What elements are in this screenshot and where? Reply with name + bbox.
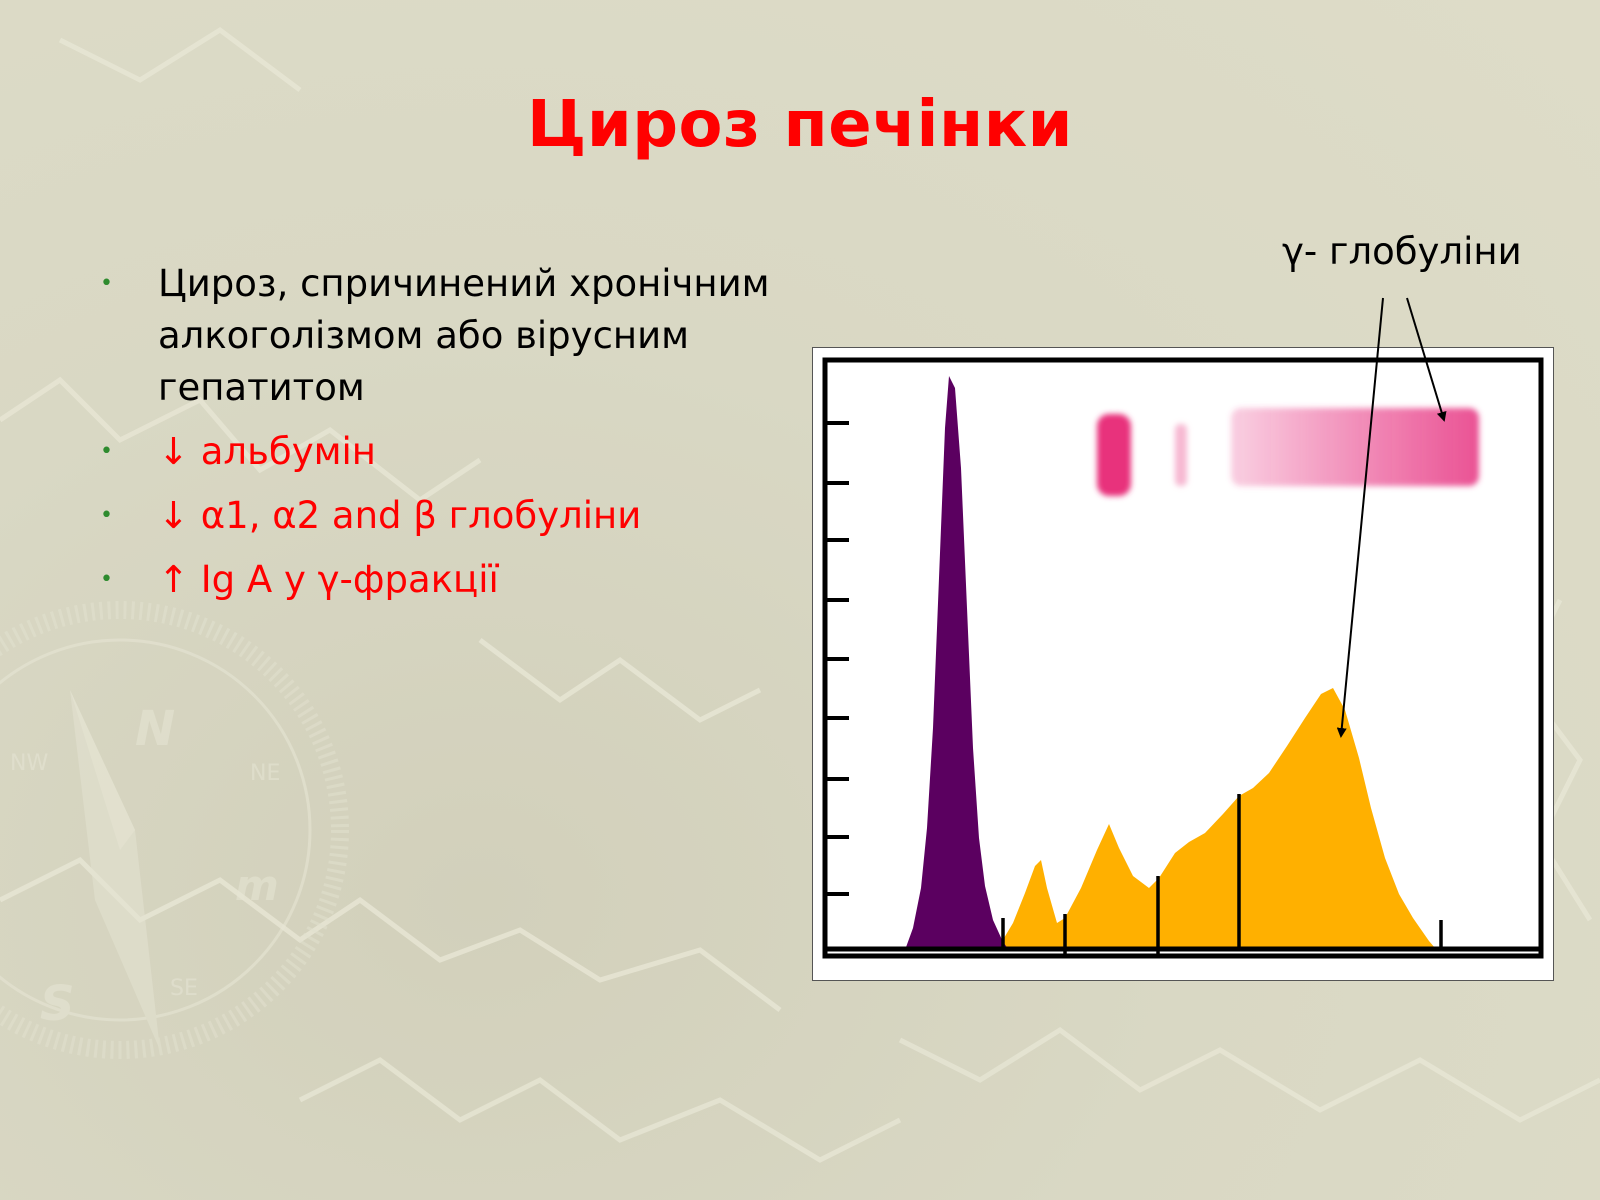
svg-text:NW: NW <box>10 751 48 776</box>
bullet-item-iga: • ↑ Ig A у γ-фракції <box>96 554 776 606</box>
fraction-divider-lines <box>1001 794 1443 954</box>
electrophoresis-densitogram <box>822 357 1544 959</box>
bullet-dot-icon: • <box>100 567 113 592</box>
y-axis-ticks <box>825 421 849 896</box>
bullet-text: ↓ альбумін <box>158 430 376 473</box>
globulin-fractions-area <box>998 688 1435 948</box>
bullet-text: ↓ α1, α2 and β глобуліни <box>158 494 642 537</box>
compass-rose-icon: N S NE NW m SE <box>0 601 349 1059</box>
albumin-peak <box>905 376 1009 950</box>
svg-text:SE: SE <box>170 976 198 1001</box>
electrophoresis-figure <box>812 347 1554 981</box>
gel-band-alpha <box>1175 424 1187 486</box>
bullet-item-albumin: • ↓ альбумін <box>96 426 776 478</box>
gel-band-gamma <box>1231 408 1479 486</box>
gel-band-albumin <box>1097 414 1131 496</box>
bullet-dot-icon: • <box>100 503 113 528</box>
bullet-list: • Цироз, спричинений хронічним алкоголіз… <box>96 258 776 618</box>
svg-text:NE: NE <box>250 761 280 786</box>
svg-text:N: N <box>135 701 175 757</box>
svg-text:S: S <box>40 976 75 1032</box>
slide-title: Цироз печінки <box>527 88 1073 162</box>
bullet-dot-icon: • <box>100 271 113 296</box>
bullet-dot-icon: • <box>100 439 113 464</box>
bullet-item-globulins: • ↓ α1, α2 and β глобуліни <box>96 490 776 542</box>
bullet-text: ↑ Ig A у γ-фракції <box>158 558 499 601</box>
gel-strip <box>1097 408 1479 496</box>
bullet-item-cirrosis-cause: • Цироз, спричинений хронічним алкоголіз… <box>96 258 776 414</box>
svg-text:m: m <box>235 861 279 910</box>
bullet-text: Цироз, спричинений хронічним алкоголізмо… <box>158 262 770 409</box>
gamma-globulins-callout-label: γ- глобуліни <box>1282 230 1522 273</box>
